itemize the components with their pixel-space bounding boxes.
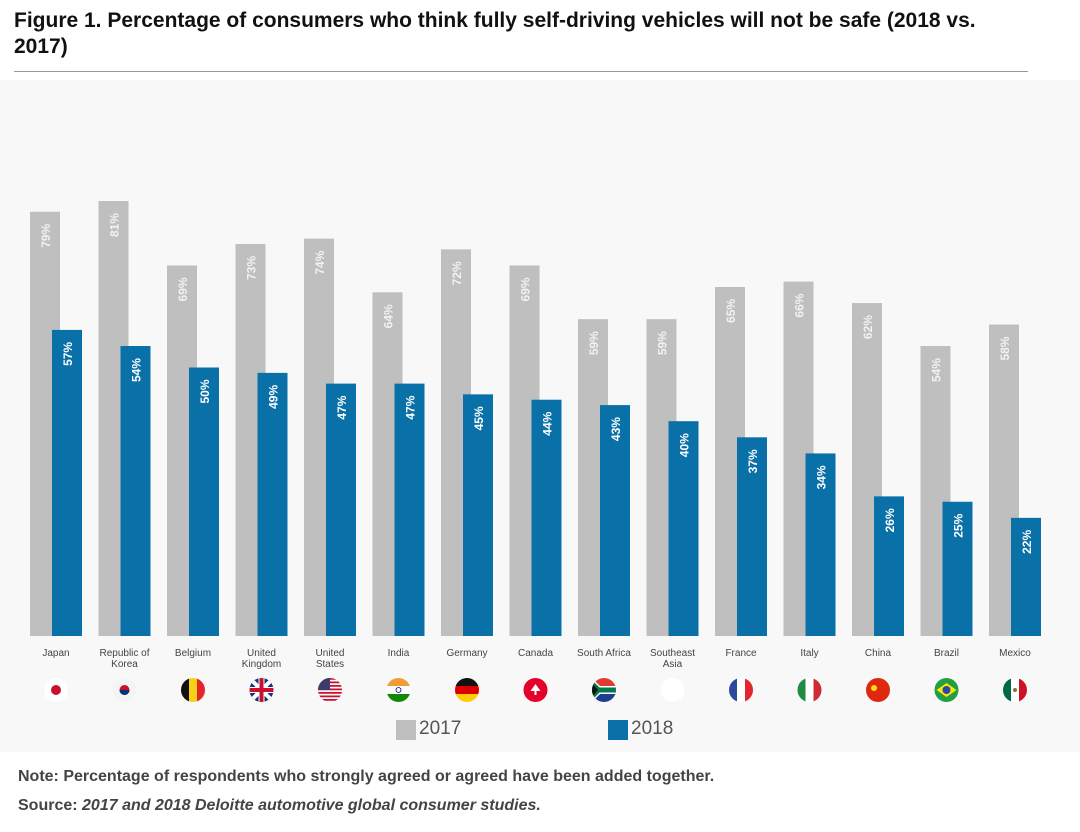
- category-label: India: [388, 648, 410, 659]
- bar-2018-mexico: [1011, 517, 1041, 636]
- data-label: 65%: [724, 299, 738, 323]
- data-label: 79%: [39, 223, 53, 247]
- chart-title: Figure 1. Percentage of consumers who th…: [14, 9, 976, 58]
- category-label: Asia: [663, 659, 683, 670]
- belgium-flag-icon: [181, 678, 205, 702]
- category-label: Republic of: [99, 648, 149, 659]
- bar-2018-germany: [463, 394, 493, 636]
- bar-2018-southeast-asia: [668, 421, 699, 636]
- source-label: Source:: [18, 797, 78, 814]
- bar-2018-brazil: [942, 501, 973, 636]
- category-label: South Africa: [577, 648, 631, 659]
- brazil-flag-icon: [934, 678, 959, 702]
- bar-2018-belgium: [189, 367, 219, 636]
- data-label: 81%: [108, 213, 122, 237]
- category-label: Italy: [800, 648, 818, 659]
- data-label: 73%: [245, 256, 259, 280]
- category-label: Belgium: [175, 648, 211, 659]
- mexico-flag-icon: [1003, 678, 1027, 702]
- legend-label: 2018: [631, 718, 673, 739]
- category-label: Canada: [518, 648, 553, 659]
- bar-2018-japan: [52, 329, 82, 636]
- bar-2018-india: [394, 383, 425, 636]
- data-label: 50%: [198, 379, 212, 403]
- category-label: France: [725, 648, 757, 659]
- data-label: 22%: [1020, 530, 1034, 554]
- category-label: Brazil: [934, 648, 959, 659]
- data-label: 64%: [382, 304, 396, 328]
- data-label: 26%: [883, 508, 897, 532]
- category-label: Southeast: [650, 648, 695, 659]
- data-label: 47%: [335, 395, 349, 419]
- legend-swatch-2018: [608, 720, 628, 740]
- data-label: 45%: [472, 406, 486, 430]
- data-label: 40%: [678, 433, 692, 457]
- data-label: 49%: [267, 385, 281, 409]
- bar-2018-france: [737, 437, 767, 636]
- data-label: 47%: [404, 395, 418, 419]
- japan-flag-icon: [44, 678, 68, 702]
- data-label: 44%: [541, 411, 555, 435]
- bar-2018-italy: [805, 453, 836, 636]
- category-label: China: [865, 648, 892, 659]
- data-label: 25%: [952, 513, 966, 537]
- germany-flag-icon: [455, 678, 479, 702]
- data-label: 58%: [998, 336, 1012, 360]
- data-label: 34%: [815, 465, 829, 489]
- data-label: 66%: [793, 293, 807, 317]
- source-line: Source: 2017 and 2018 Deloitte automotiv…: [18, 797, 541, 815]
- bar-2018-united-kingdom: [257, 372, 288, 636]
- india-flag-icon: [386, 678, 411, 702]
- uk-flag-icon: [249, 678, 274, 702]
- category-label: United: [247, 648, 276, 659]
- bar-2018-republic-of-korea: [120, 346, 151, 636]
- data-label: 37%: [746, 449, 760, 473]
- bar-2018-china: [874, 496, 904, 636]
- us-flag-icon: [318, 678, 342, 701]
- data-label: 69%: [519, 277, 533, 301]
- category-label: Korea: [111, 659, 138, 670]
- south-africa-flag-icon: [592, 678, 616, 702]
- title-divider: [14, 71, 1028, 72]
- data-label: 59%: [656, 331, 670, 355]
- category-label: States: [316, 659, 344, 670]
- data-label: 43%: [609, 417, 623, 441]
- category-label: Kingdom: [242, 659, 281, 670]
- data-label: 72%: [450, 261, 464, 285]
- france-flag-icon: [729, 678, 753, 702]
- legend-swatch-2017: [396, 720, 416, 740]
- source-text: 2017 and 2018 Deloitte automotive global…: [82, 797, 541, 814]
- category-label: Mexico: [999, 648, 1031, 659]
- data-label: 59%: [587, 331, 601, 355]
- category-label: Japan: [42, 648, 69, 659]
- footnote: Note: Percentage of respondents who stro…: [18, 768, 715, 785]
- data-label: 57%: [61, 342, 75, 366]
- blank-flag-icon: [660, 678, 685, 702]
- data-label: 54%: [930, 358, 944, 382]
- data-label: 62%: [861, 315, 875, 339]
- south-korea-flag-icon: [112, 678, 137, 702]
- bar-2018-united-states: [326, 383, 356, 636]
- category-label: United: [316, 648, 345, 659]
- data-label: 69%: [176, 277, 190, 301]
- data-label: 74%: [313, 250, 327, 274]
- category-label: Germany: [446, 648, 487, 659]
- canada-flag-icon: [523, 678, 548, 702]
- china-flag-icon: [866, 678, 890, 702]
- bar-2018-south-africa: [600, 405, 630, 636]
- italy-flag-icon: [797, 678, 822, 702]
- bar-2018-canada: [531, 399, 562, 636]
- legend-label: 2017: [419, 718, 461, 739]
- data-label: 54%: [130, 358, 144, 382]
